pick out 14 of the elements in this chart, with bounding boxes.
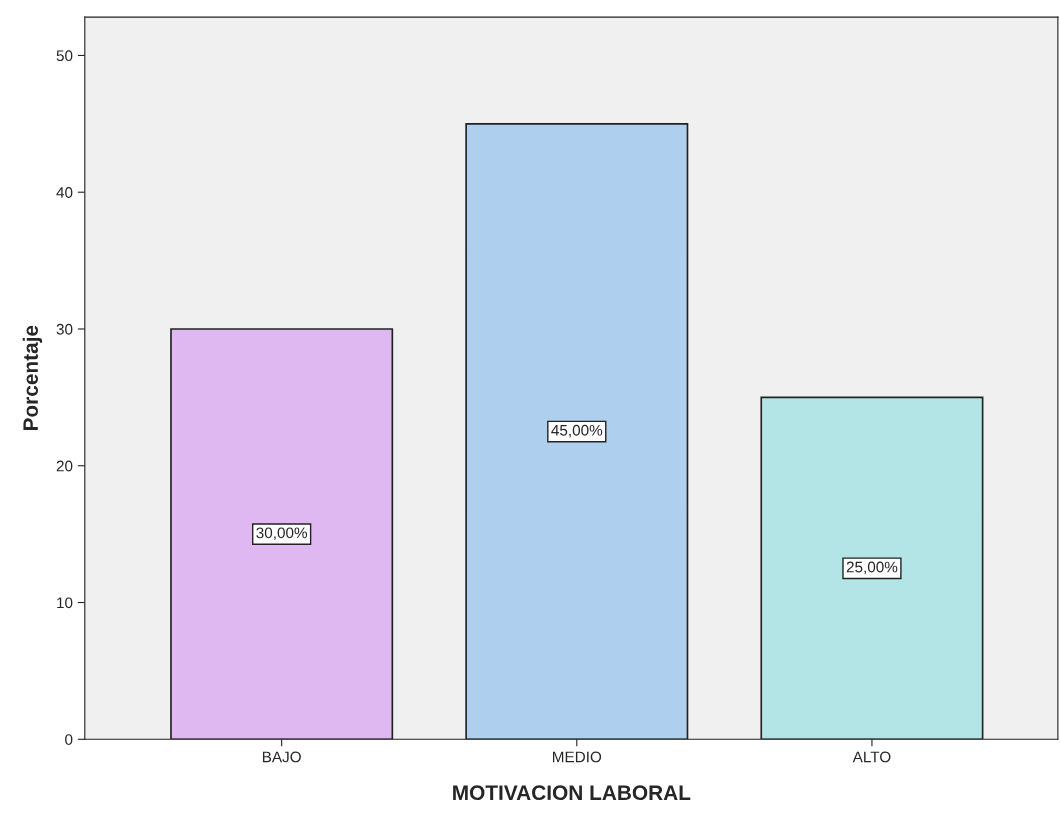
y-tick-label: 50 [56, 50, 73, 62]
y-tick-label: 30 [56, 323, 73, 335]
x-axis-title: MOTIVACION LABORAL [453, 785, 691, 801]
y-axis-title: Porcentaje [22, 325, 43, 431]
y-tick-label: 40 [56, 187, 73, 198]
data-label: 30,00% [256, 527, 308, 541]
x-tick-label: ALTO [852, 751, 891, 763]
x-tick-label: MEDIO [553, 751, 602, 763]
y-tick-label: 10 [57, 597, 73, 609]
x-tick-label: BAJO [262, 751, 301, 763]
data-label: 25,00% [846, 561, 898, 575]
y-tick-label: 0 [65, 734, 73, 745]
y-tick-label: 20 [56, 460, 73, 472]
data-label: 45,00% [551, 424, 603, 438]
